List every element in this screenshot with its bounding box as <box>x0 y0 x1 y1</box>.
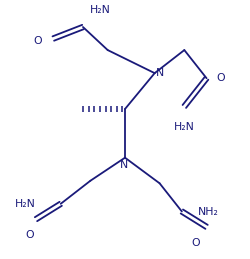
Text: N: N <box>120 160 128 170</box>
Text: N: N <box>156 68 164 78</box>
Text: O: O <box>191 238 200 248</box>
Text: O: O <box>216 73 225 83</box>
Text: H₂N: H₂N <box>90 5 111 15</box>
Text: O: O <box>26 230 34 240</box>
Text: O: O <box>34 36 42 46</box>
Text: NH₂: NH₂ <box>198 207 219 217</box>
Text: H₂N: H₂N <box>15 199 36 209</box>
Text: H₂N: H₂N <box>174 122 195 132</box>
